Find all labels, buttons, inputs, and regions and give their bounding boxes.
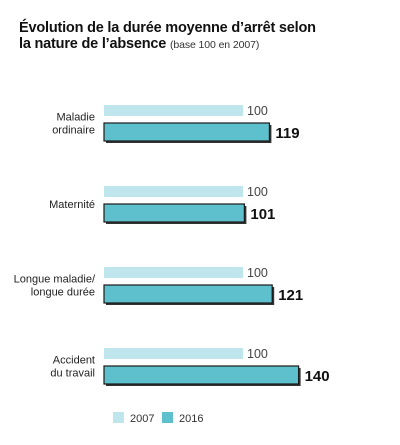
- bar-2007: [104, 267, 243, 278]
- value-label-2016: 101: [250, 206, 275, 223]
- category-label: du travail: [50, 368, 95, 380]
- bar-2007: [104, 105, 243, 116]
- bar-2016: [103, 365, 300, 385]
- legend-swatch-2016: [162, 412, 173, 423]
- bar-2016: [103, 203, 245, 223]
- value-label-2007: 100: [247, 347, 268, 361]
- bar-2016: [103, 122, 271, 142]
- value-label-2007: 100: [247, 266, 268, 280]
- category-label: Accident: [53, 355, 95, 367]
- category-label: Maternité: [49, 199, 95, 211]
- value-label-2016: 119: [275, 125, 299, 142]
- chart-title-block: Évolution de la durée moyenne d’arrêt se…: [19, 20, 389, 53]
- bar-2016: [103, 284, 273, 304]
- category-label: Longue maladie/: [14, 274, 96, 286]
- chart-title-line-1: Évolution de la durée moyenne d’arrêt se…: [19, 20, 316, 36]
- legend-label-2016: 2016: [179, 413, 203, 425]
- value-label-2007: 100: [247, 104, 268, 118]
- value-label-2016: 121: [278, 287, 303, 304]
- category-label: ordinaire: [52, 125, 95, 137]
- category-label: longue durée: [31, 287, 95, 299]
- legend-label-2007: 2007: [130, 413, 154, 425]
- value-label-2016: 140: [305, 368, 330, 385]
- category-label: Maladie: [56, 112, 95, 124]
- bar-2007: [104, 348, 243, 359]
- chart-title-line-2-text: la nature de l’absence: [19, 36, 167, 52]
- chart-subtitle: (base 100 en 2007): [169, 39, 260, 51]
- chart-title-line-2: la nature de l’absence (base 100 en 2007…: [19, 36, 389, 53]
- legend-swatch-2007: [113, 412, 124, 423]
- value-label-2007: 100: [247, 185, 268, 199]
- bar-2007: [104, 186, 243, 197]
